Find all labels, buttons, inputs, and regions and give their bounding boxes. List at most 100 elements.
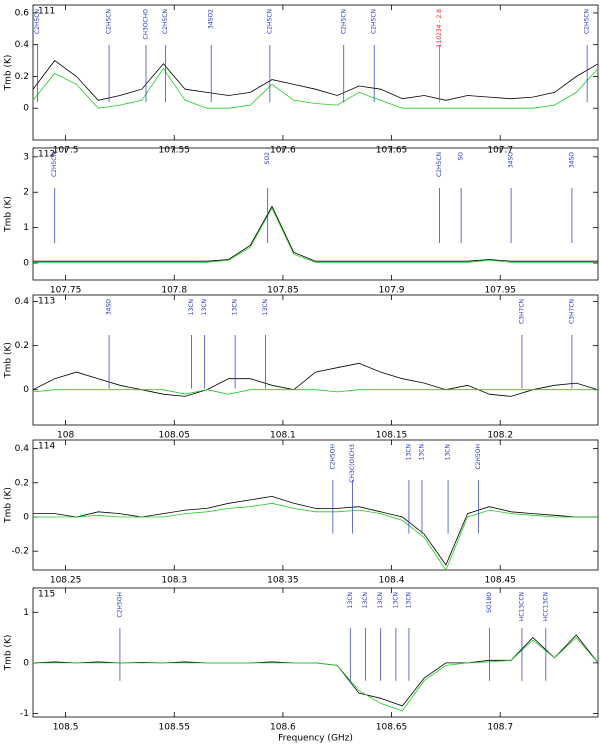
x-tick-label: 108.5: [53, 723, 79, 733]
plot-frame: [32, 587, 599, 718]
line-label: HC13CCN: [518, 592, 525, 621]
y-tick-label: 0.2: [15, 72, 29, 82]
y-axis-label: Tmb (K): [4, 635, 14, 672]
plot-frame: [32, 4, 599, 141]
line-label: 13CN: [418, 444, 425, 460]
x-tick-label: 108.7: [487, 723, 513, 733]
line-label: C2H5OH: [116, 592, 123, 618]
line-label: 34SO2: [208, 9, 215, 29]
line-label: SO2: [264, 152, 271, 165]
x-axis-label: Frequency (GHz): [278, 734, 353, 744]
line-label: C3H7CN: [568, 299, 575, 324]
y-tick-label: 1: [23, 223, 29, 233]
spectrum: [32, 389, 598, 395]
line-label: C2H5OH: [329, 444, 336, 470]
line-label: 13CN: [377, 592, 384, 608]
y-tick-label: 0.4: [15, 297, 30, 307]
line-label: C2H5CN: [340, 9, 347, 34]
line-label: 13CN: [405, 444, 412, 460]
line-label: HCC13CN: [542, 592, 549, 621]
x-tick-label: 108.05: [159, 431, 191, 441]
line-label: 110234 - 2.8: [436, 9, 443, 48]
spectrum: [33, 502, 598, 571]
y-tick-label: 0: [23, 512, 29, 522]
x-tick-label: 107.75: [50, 286, 82, 296]
plot-frame: [32, 294, 599, 426]
line-label: CH3C(O)CH3: [349, 444, 356, 483]
panel-number: 114: [38, 442, 55, 452]
spectrum: [32, 362, 599, 397]
x-tick-label: 108.65: [376, 723, 408, 733]
x-tick-label: 107.85: [267, 286, 299, 296]
spectrum: [32, 60, 599, 101]
plot-frame: [32, 147, 599, 281]
panel-number: 111: [38, 7, 55, 17]
spectrum: [33, 205, 598, 262]
line-label: 13CN: [232, 299, 239, 315]
x-tick-label: 108.3: [161, 576, 187, 586]
x-tick-label: 107.95: [484, 286, 516, 296]
y-tick-label: 0.6: [15, 8, 30, 18]
x-tick-label: 107.9: [379, 286, 405, 296]
y-tick-label: -1: [20, 709, 29, 719]
panel-number: 113: [38, 297, 55, 307]
line-label: 13CN: [262, 299, 269, 315]
line-label: C2H5CN: [436, 152, 443, 177]
line-label: C2H5CN: [34, 9, 41, 34]
line-label: C2H5CN: [266, 9, 273, 34]
y-tick-label: 0: [23, 104, 29, 114]
y-tick-label: 1: [23, 608, 29, 618]
y-tick-label: 0.2: [15, 478, 29, 488]
spectrum: [33, 637, 599, 712]
line-label: 34SO: [106, 299, 113, 315]
line-label: CH3OCHO: [143, 9, 150, 40]
panel-number: 112: [38, 150, 55, 160]
y-axis-label: Tmb (K): [4, 342, 14, 379]
y-tick-label: 0.2: [15, 341, 29, 351]
y-axis-label: Tmb (K): [4, 55, 14, 92]
y-tick-label: 3: [23, 152, 29, 162]
line-label: SO: [458, 152, 465, 161]
line-label: C2H5OH: [475, 444, 482, 470]
y-tick-label: 2: [23, 188, 29, 198]
line-label: SO18O: [486, 592, 493, 613]
y-tick-label: -0.2: [11, 547, 29, 557]
y-tick-label: 0.4: [15, 40, 30, 50]
x-tick-label: 108.6: [270, 723, 296, 733]
line-label: 13CN: [201, 299, 208, 315]
line-label: C2H5CN: [371, 9, 378, 34]
y-tick-label: 0: [23, 658, 29, 668]
y-tick-label: 0.4: [15, 444, 30, 454]
x-tick-label: 108.4: [379, 576, 405, 586]
line-label: C2H5CN: [162, 9, 169, 34]
line-label: 13CN: [362, 592, 369, 608]
plot-frame: [32, 439, 599, 571]
line-label: 13CN: [445, 444, 452, 460]
x-tick-label: 108.15: [376, 431, 408, 441]
x-tick-label: 107.8: [161, 286, 187, 296]
x-tick-label: 108.45: [484, 576, 516, 586]
y-tick-label: 0: [23, 385, 29, 395]
x-tick-label: 108.25: [50, 576, 82, 586]
y-axis-label: Tmb (K): [4, 487, 14, 524]
line-label: C2H5CN: [51, 152, 58, 177]
x-tick-label: 108.35: [267, 576, 299, 586]
panel-number: 115: [38, 590, 55, 600]
x-tick-label: 108.55: [159, 723, 191, 733]
line-label: 13CN: [392, 592, 399, 608]
line-label: C2H5CN: [106, 9, 113, 34]
line-label: 13CN: [347, 592, 354, 608]
line-label: 34SO: [568, 152, 575, 168]
line-label: 13CN: [405, 592, 412, 608]
spectrum: [32, 634, 599, 707]
line-label: 13CN: [188, 299, 195, 315]
spectrum: [32, 67, 599, 109]
spectrum: [33, 495, 598, 566]
x-tick-label: 108.1: [270, 431, 296, 441]
spectrum: [33, 207, 598, 263]
line-label: C2H5CN: [584, 9, 591, 34]
line-label: 34SO: [508, 152, 515, 168]
y-axis-label: Tmb (K): [4, 196, 14, 233]
line-label: C3H7CN: [518, 299, 525, 324]
